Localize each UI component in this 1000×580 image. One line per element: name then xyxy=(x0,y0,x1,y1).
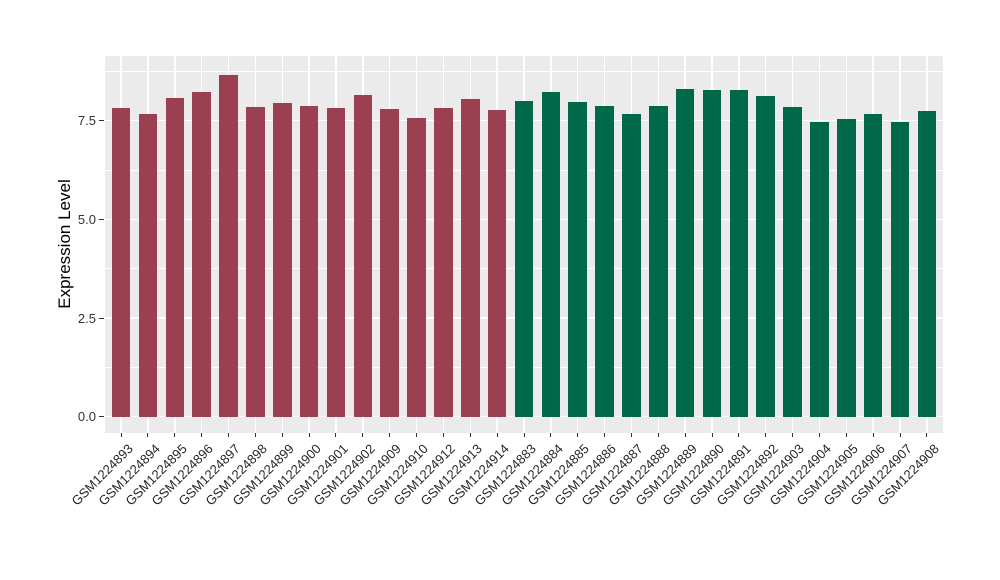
x-tick-mark xyxy=(604,433,606,437)
x-tick-mark xyxy=(657,433,659,437)
x-tick-mark xyxy=(872,433,874,437)
bar-GSM1224912 xyxy=(434,108,453,417)
x-tick-mark xyxy=(792,433,794,437)
bar-GSM1224884 xyxy=(541,92,561,417)
bar-GSM1224895 xyxy=(165,98,185,417)
bar-GSM1224885 xyxy=(568,102,587,417)
bar-GSM1224900 xyxy=(299,106,319,417)
x-tick-mark xyxy=(765,433,767,437)
x-tick-mark xyxy=(711,433,713,437)
x-tick-mark xyxy=(201,433,203,437)
bar-GSM1224906 xyxy=(863,113,883,417)
bar-GSM1224896 xyxy=(192,91,211,417)
bar-GSM1224908 xyxy=(917,111,937,417)
bar-GSM1224886 xyxy=(595,106,614,417)
y-tick-mark xyxy=(99,120,104,122)
x-tick-mark xyxy=(818,433,820,437)
y-tick-mark xyxy=(99,416,104,418)
x-tick-mark xyxy=(254,433,256,437)
x-tick-mark xyxy=(738,433,740,437)
bar-GSM1224904 xyxy=(810,121,829,417)
bar-GSM1224893 xyxy=(111,107,131,417)
y-tick-label: 2.5 xyxy=(77,310,96,326)
x-tick-mark xyxy=(469,433,471,437)
bar-GSM1224892 xyxy=(756,95,775,417)
x-tick-mark xyxy=(308,433,310,437)
x-tick-mark xyxy=(120,433,122,437)
x-tick-mark xyxy=(147,433,149,437)
bar-GSM1224897 xyxy=(219,74,238,417)
bar-GSM1224887 xyxy=(622,113,641,417)
y-tick-mark xyxy=(99,218,104,220)
x-tick-mark xyxy=(496,433,498,437)
bar-GSM1224914 xyxy=(487,109,507,417)
bar-GSM1224889 xyxy=(675,88,695,417)
x-tick-mark xyxy=(174,433,176,437)
bar-GSM1224891 xyxy=(729,89,749,417)
x-tick-mark xyxy=(577,433,579,437)
bar-GSM1224913 xyxy=(461,98,480,417)
bar-GSM1224907 xyxy=(890,121,910,417)
bar-GSM1224910 xyxy=(407,117,426,417)
x-tick-mark xyxy=(335,433,337,437)
plot-panel xyxy=(105,56,943,433)
x-tick-mark xyxy=(389,433,391,437)
bar-GSM1224888 xyxy=(649,106,668,417)
bar-GSM1224883 xyxy=(514,100,534,417)
y-tick-label: 5.0 xyxy=(77,211,96,227)
x-tick-mark xyxy=(416,433,418,437)
bar-GSM1224899 xyxy=(273,102,292,417)
x-tick-mark xyxy=(684,433,686,437)
x-tick-mark xyxy=(926,433,928,437)
y-axis-title: Expression Level xyxy=(55,179,74,309)
bar-GSM1224903 xyxy=(783,107,802,417)
bar-GSM1224909 xyxy=(380,108,399,417)
bar-GSM1224898 xyxy=(246,107,265,417)
bar-GSM1224905 xyxy=(837,119,856,417)
x-tick-mark xyxy=(228,433,230,437)
x-tick-mark xyxy=(630,433,632,437)
bar-GSM1224901 xyxy=(326,108,346,417)
x-tick-mark xyxy=(845,433,847,437)
x-tick-mark xyxy=(442,433,444,437)
y-tick-label: 7.5 xyxy=(77,113,96,129)
x-tick-mark xyxy=(523,433,525,437)
y-tick-mark xyxy=(99,317,104,319)
x-tick-mark xyxy=(550,433,552,437)
x-tick-mark xyxy=(362,433,364,437)
y-tick-label: 0.0 xyxy=(77,409,96,425)
bar-GSM1224890 xyxy=(702,89,722,417)
bar-GSM1224902 xyxy=(353,94,373,417)
bar-GSM1224894 xyxy=(138,114,158,417)
x-tick-mark xyxy=(899,433,901,437)
x-tick-mark xyxy=(281,433,283,437)
